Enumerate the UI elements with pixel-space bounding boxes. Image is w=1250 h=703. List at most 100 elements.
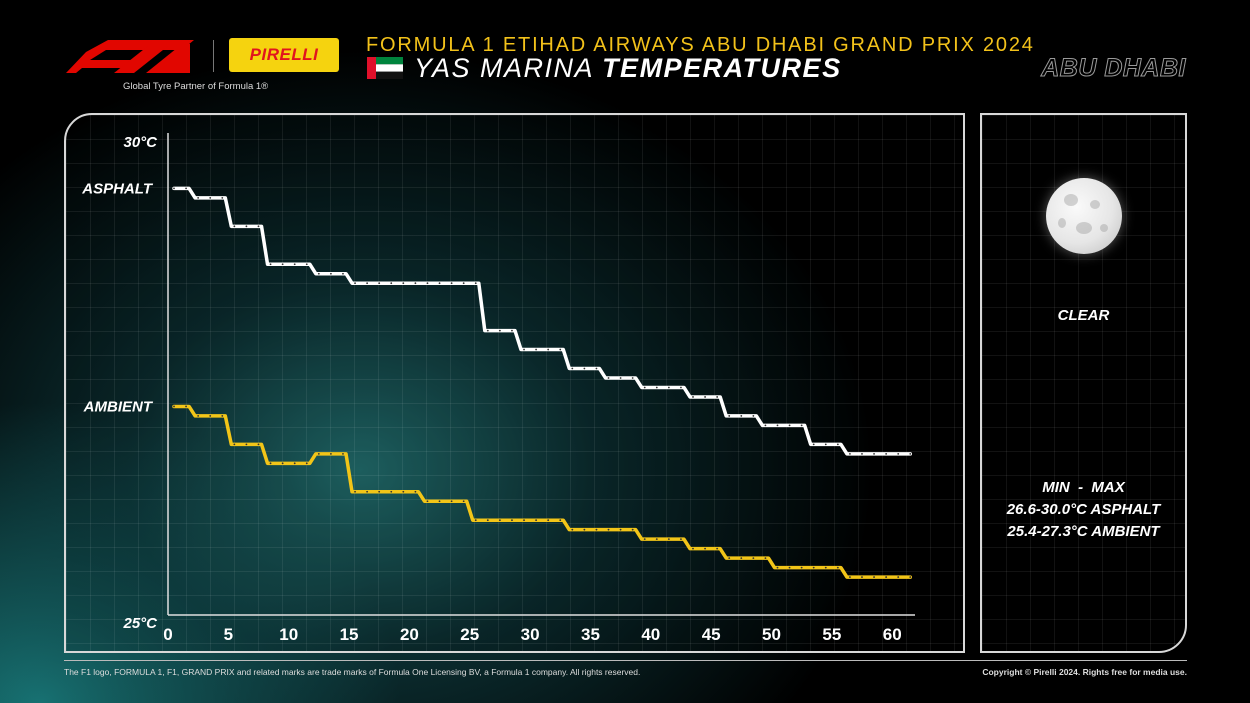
- f1-logo: [66, 40, 194, 73]
- trademark-notice: The F1 logo, FORMULA 1, F1, GRAND PRIX a…: [64, 667, 641, 677]
- event-title: FORMULA 1 ETIHAD AIRWAYS ABU DHABI GRAND…: [366, 34, 1035, 56]
- data-point-asphalt: [414, 282, 417, 285]
- data-point-ambient: [885, 576, 888, 578]
- data-point-asphalt: [849, 452, 851, 455]
- data-point-asphalt: [474, 282, 477, 285]
- x-tick-label: 15: [340, 625, 359, 644]
- data-point-ambient: [752, 557, 755, 560]
- data-point-ambient: [281, 462, 284, 465]
- data-point-ambient: [595, 528, 598, 531]
- x-tick-label: 35: [581, 625, 600, 644]
- uae-flag-icon: [367, 57, 403, 79]
- pirelli-logo-text: PIRELLI: [249, 45, 319, 64]
- data-point-ambient: [535, 519, 537, 522]
- data-point-asphalt: [317, 272, 320, 275]
- data-point-ambient: [197, 415, 200, 417]
- data-point-ambient: [583, 528, 586, 531]
- data-point-ambient: [185, 405, 187, 408]
- data-point-ambient: [643, 538, 646, 541]
- data-point-asphalt: [764, 424, 767, 427]
- data-point-ambient: [607, 528, 610, 531]
- data-point-ambient: [740, 557, 743, 560]
- data-point-asphalt: [800, 424, 803, 427]
- logo-divider: [213, 40, 214, 72]
- data-point-asphalt: [402, 282, 405, 285]
- data-point-ambient: [209, 415, 212, 417]
- data-point-asphalt: [740, 415, 743, 417]
- data-point-asphalt: [716, 396, 719, 398]
- data-point-asphalt: [523, 348, 525, 351]
- data-point-ambient: [305, 462, 308, 465]
- x-tick-label: 40: [641, 625, 660, 644]
- x-tick-label: 25: [460, 625, 479, 644]
- data-point-asphalt: [390, 282, 393, 285]
- data-point-ambient: [776, 566, 779, 569]
- data-point-asphalt: [293, 263, 296, 266]
- data-point-asphalt: [704, 396, 706, 398]
- data-point-ambient: [680, 538, 682, 541]
- data-point-ambient: [269, 462, 272, 465]
- data-point-asphalt: [547, 348, 550, 351]
- data-point-ambient: [511, 519, 513, 522]
- chart-panel: [64, 113, 965, 653]
- minmax-label: MIN - MAX: [1042, 479, 1125, 496]
- page-subject: TEMPERATURES: [602, 53, 842, 83]
- data-point-ambient: [293, 462, 296, 465]
- data-point-ambient: [486, 519, 489, 522]
- data-point-ambient: [547, 519, 550, 522]
- data-point-ambient: [498, 519, 501, 522]
- data-point-asphalt: [366, 282, 369, 285]
- x-tick-label: 5: [224, 625, 233, 644]
- x-tick-label: 50: [762, 625, 781, 644]
- data-point-ambient: [378, 490, 381, 493]
- data-point-ambient: [692, 547, 694, 550]
- data-point-ambient: [450, 500, 453, 503]
- partner-tagline: Global Tyre Partner of Formula 1®: [123, 81, 269, 92]
- circuit-name: YAS MARINA: [414, 53, 594, 83]
- series-line-asphalt: [172, 186, 913, 456]
- data-point-ambient: [233, 443, 236, 446]
- data-point-asphalt: [438, 282, 441, 285]
- data-point-ambient: [559, 519, 562, 522]
- data-point-asphalt: [861, 452, 863, 455]
- data-point-asphalt: [281, 263, 284, 266]
- data-point-ambient: [812, 566, 815, 569]
- x-tick-label: 60: [883, 625, 902, 644]
- data-point-asphalt: [667, 386, 670, 389]
- data-point-asphalt: [619, 377, 622, 379]
- data-point-asphalt: [897, 452, 900, 455]
- data-point-asphalt: [885, 452, 888, 455]
- data-point-asphalt: [836, 443, 839, 446]
- data-point-asphalt: [511, 329, 513, 332]
- data-point-asphalt: [559, 348, 562, 351]
- data-point-ambient: [402, 490, 405, 493]
- data-point-asphalt: [873, 452, 875, 455]
- data-point-asphalt: [680, 386, 682, 389]
- data-point-asphalt: [486, 329, 489, 332]
- data-point-ambient: [873, 576, 875, 578]
- data-point-asphalt: [909, 452, 912, 455]
- data-point-asphalt: [643, 386, 646, 389]
- data-point-asphalt: [257, 225, 260, 228]
- data-point-asphalt: [305, 263, 308, 266]
- series-label-ambient: AMBIENT: [83, 398, 154, 415]
- data-point-ambient: [474, 519, 477, 522]
- data-point-ambient: [728, 557, 731, 560]
- y-tick-label: 25°C: [122, 615, 158, 632]
- data-point-asphalt: [354, 282, 356, 285]
- data-point-asphalt: [752, 415, 755, 417]
- x-tick-label: 30: [521, 625, 540, 644]
- data-point-asphalt: [655, 386, 658, 389]
- data-point-ambient: [390, 490, 393, 493]
- data-point-ambient: [173, 405, 175, 408]
- asphalt-range: 26.6-30.0°C ASPHALT: [1006, 501, 1161, 518]
- x-tick-label: 0: [163, 625, 172, 644]
- data-point-ambient: [414, 490, 417, 493]
- data-point-asphalt: [450, 282, 453, 285]
- data-point-ambient: [897, 576, 900, 578]
- data-point-ambient: [317, 452, 320, 455]
- data-point-ambient: [245, 443, 248, 446]
- data-point-asphalt: [245, 225, 248, 228]
- data-point-ambient: [354, 490, 356, 493]
